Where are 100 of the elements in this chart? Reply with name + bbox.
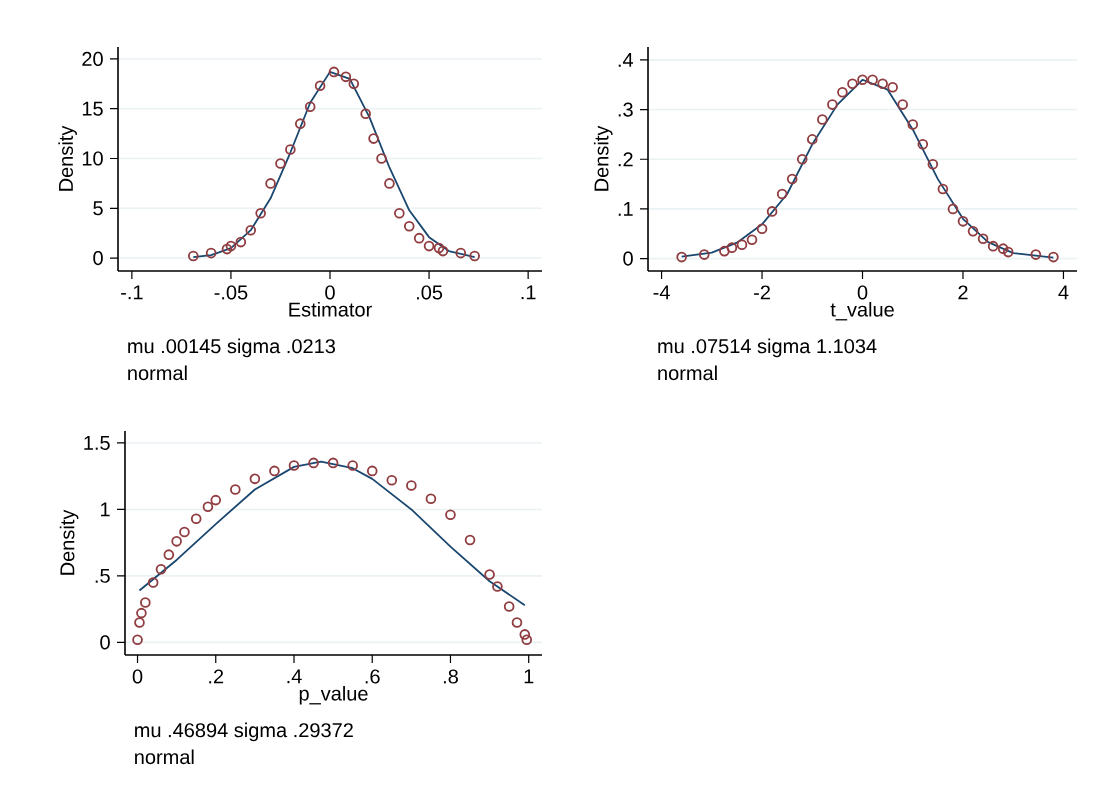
point xyxy=(857,74,868,86)
point xyxy=(877,78,888,90)
point xyxy=(736,239,748,250)
point xyxy=(347,460,358,471)
y-tick-label: 0 xyxy=(100,635,110,650)
point xyxy=(437,245,449,257)
point xyxy=(285,144,296,155)
point xyxy=(304,101,316,113)
x-tick-label: -4 xyxy=(653,285,670,300)
point xyxy=(837,86,848,98)
point xyxy=(484,569,495,580)
point xyxy=(235,236,247,248)
y-tick-label: 5 xyxy=(93,201,103,216)
point xyxy=(394,207,405,219)
x-tick-label: .05 xyxy=(416,285,443,300)
point xyxy=(796,153,808,165)
point xyxy=(1030,249,1042,260)
point xyxy=(786,173,798,185)
point xyxy=(360,108,371,119)
point xyxy=(327,457,339,469)
point xyxy=(847,78,858,90)
point xyxy=(366,465,378,477)
point xyxy=(719,245,730,257)
point xyxy=(907,119,919,130)
x-tick-label: -2 xyxy=(754,285,770,300)
x-tick-label: .1 xyxy=(521,285,536,300)
point xyxy=(348,78,360,90)
point xyxy=(376,153,387,164)
point xyxy=(403,220,415,232)
point xyxy=(469,250,480,262)
y-tick-label: .5 xyxy=(95,568,110,583)
point xyxy=(230,484,241,495)
point xyxy=(464,534,476,546)
x-axis-title: Estimator xyxy=(289,301,372,317)
point xyxy=(519,629,531,640)
x-tick-label: .6 xyxy=(365,669,380,684)
x-tick-label: 2 xyxy=(958,285,968,300)
point xyxy=(937,183,949,195)
point xyxy=(455,247,467,259)
point xyxy=(245,224,257,236)
point xyxy=(340,71,352,83)
point xyxy=(817,114,828,125)
point xyxy=(413,232,425,244)
point xyxy=(163,549,175,560)
point xyxy=(255,207,266,219)
y-axis-title: Density xyxy=(59,509,79,575)
y-tick-label: 0 xyxy=(623,251,633,266)
y-tick-label: 1.5 xyxy=(84,435,110,450)
point xyxy=(328,66,340,78)
point xyxy=(188,250,199,262)
point xyxy=(275,158,286,169)
y-tick-label: .2 xyxy=(618,152,633,167)
point xyxy=(384,178,395,189)
x-tick-label: 0 xyxy=(132,669,143,684)
x-tick-label: 1 xyxy=(524,669,534,684)
text: mu .00145 sigma .0213 xyxy=(128,338,335,358)
point xyxy=(698,249,710,260)
point xyxy=(503,601,515,612)
y-tick-label: 15 xyxy=(82,101,103,116)
y-tick-label: .3 xyxy=(618,102,633,117)
x-tick-label: -.05 xyxy=(214,285,248,300)
y-tick-label: 0 xyxy=(93,250,103,266)
point xyxy=(521,634,533,646)
text: mu .46894 sigma .29372 xyxy=(135,722,353,742)
point xyxy=(997,243,1009,254)
y-tick-label: 1 xyxy=(101,502,110,517)
point xyxy=(927,158,939,170)
point xyxy=(179,526,190,538)
point xyxy=(1002,246,1014,258)
point xyxy=(288,460,300,471)
point xyxy=(406,480,417,491)
point xyxy=(265,178,276,189)
point xyxy=(386,474,398,486)
point xyxy=(511,617,523,628)
y-axis-title: Density xyxy=(593,125,613,191)
x-axis-title: p_value xyxy=(299,685,368,705)
point xyxy=(957,216,969,227)
point xyxy=(294,118,306,129)
point xyxy=(249,473,261,485)
x-tick-label: -.1 xyxy=(121,285,143,300)
point xyxy=(867,74,878,86)
x-tick-label: .4 xyxy=(287,669,302,684)
point xyxy=(806,134,818,145)
point xyxy=(492,581,503,592)
point xyxy=(827,99,838,110)
y-axis-title: Density xyxy=(58,125,77,191)
point xyxy=(766,206,778,217)
point xyxy=(202,501,214,513)
point xyxy=(140,597,151,608)
point xyxy=(221,243,233,255)
point xyxy=(425,493,437,505)
text: normal xyxy=(128,365,187,381)
point xyxy=(887,81,898,93)
line-series xyxy=(138,460,526,607)
y-tick-label: .1 xyxy=(618,202,633,216)
point xyxy=(756,223,768,235)
point xyxy=(210,494,222,506)
point xyxy=(225,240,237,252)
x-tick-label: 4 xyxy=(1058,285,1069,300)
point xyxy=(987,240,999,252)
